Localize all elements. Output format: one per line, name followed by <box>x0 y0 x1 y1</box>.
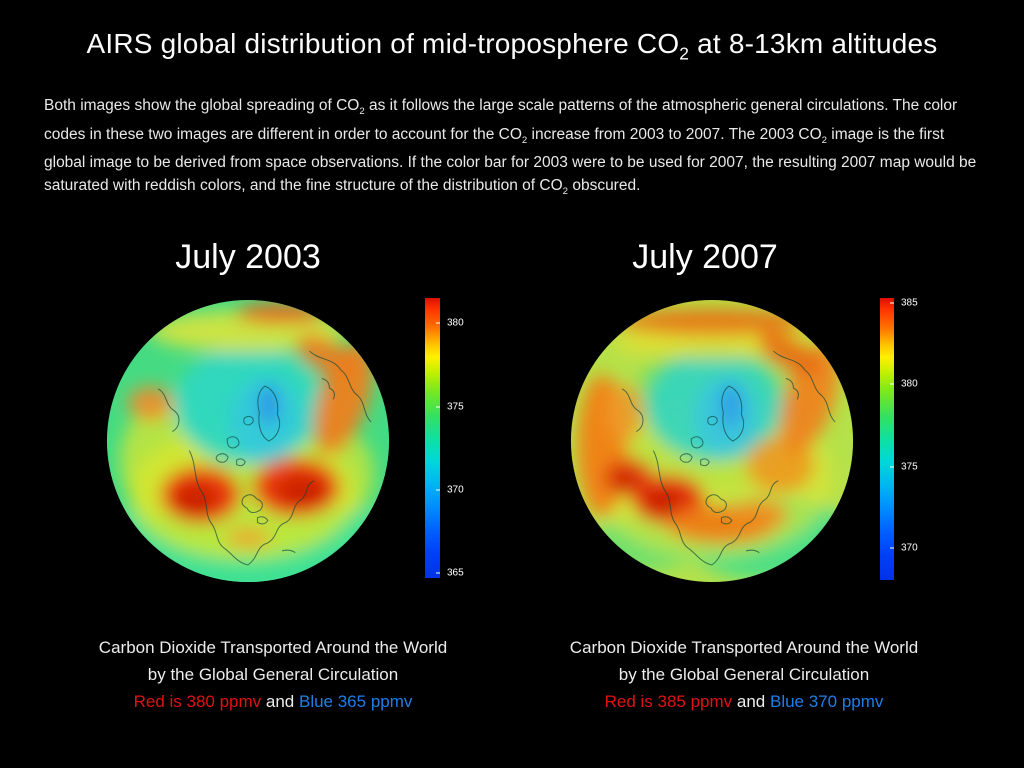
colorbar-2007-tick: 385 <box>890 297 918 309</box>
tick-mark <box>890 302 894 304</box>
tick-label: 365 <box>447 567 464 579</box>
panel-2007-title: July 2007 <box>632 238 778 276</box>
tick-label: 370 <box>447 484 464 496</box>
tick-label: 380 <box>901 378 918 390</box>
tick-mark <box>436 489 440 491</box>
colorbar-2007: 385 380 375 370 <box>880 298 918 580</box>
tick-label: 380 <box>447 317 464 329</box>
globe-2007-map <box>570 299 854 583</box>
caption-2003-line3: Red is 380 ppmv and Blue 365 ppmv <box>133 692 413 711</box>
caption-2003-line1: Carbon Dioxide Transported Around the Wo… <box>98 638 448 657</box>
colorbar-2007-tick: 380 <box>890 378 918 390</box>
caption-2003: Carbon Dioxide Transported Around the Wo… <box>63 634 483 715</box>
caption-2007: Carbon Dioxide Transported Around the Wo… <box>534 634 954 715</box>
caption-2007-line1: Carbon Dioxide Transported Around the Wo… <box>569 638 919 657</box>
tick-mark <box>436 572 440 574</box>
tick-mark <box>890 547 894 549</box>
colorbar-2003: 380 375 370 365 <box>425 298 464 578</box>
tick-mark <box>890 466 894 468</box>
tick-label: 375 <box>901 461 918 473</box>
colorbar-2003-tick: 375 <box>436 401 464 413</box>
intro-paragraph: Both images show the global spreading of… <box>44 97 977 197</box>
globe-2003-map <box>106 299 390 583</box>
colorbar-2003-tick: 370 <box>436 484 464 496</box>
colorbar-2003-tick: 380 <box>436 317 464 329</box>
caption-2007-line3: Red is 385 ppmv and Blue 370 ppmv <box>604 692 884 711</box>
tick-mark <box>436 406 440 408</box>
tick-label: 370 <box>901 542 918 554</box>
tick-label: 385 <box>901 297 918 309</box>
tick-mark <box>890 383 894 385</box>
colorbar-2003-gradient <box>425 298 440 578</box>
page-title: AIRS global distribution of mid-troposph… <box>86 28 938 64</box>
colorbar-2007-gradient <box>880 298 894 580</box>
caption-2007-line2: by the Global General Circulation <box>618 665 870 684</box>
caption-2003-line2: by the Global General Circulation <box>147 665 399 684</box>
tick-mark <box>436 322 440 324</box>
colorbar-2007-tick: 375 <box>890 461 918 473</box>
colorbar-2003-tick: 365 <box>436 567 464 579</box>
panel-2003-title: July 2003 <box>175 238 321 276</box>
tick-label: 375 <box>447 401 464 413</box>
colorbar-2007-tick: 370 <box>890 542 918 554</box>
